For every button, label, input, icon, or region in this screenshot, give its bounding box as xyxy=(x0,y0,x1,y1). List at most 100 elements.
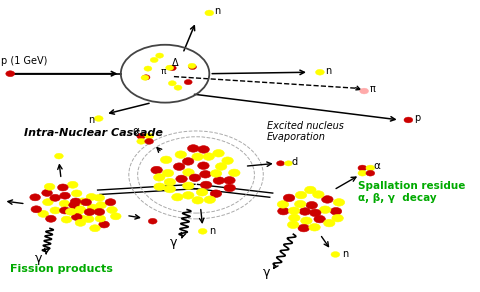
Circle shape xyxy=(314,215,325,223)
Circle shape xyxy=(295,200,306,208)
Circle shape xyxy=(288,214,300,222)
Circle shape xyxy=(81,199,92,206)
Circle shape xyxy=(200,171,211,178)
Text: n: n xyxy=(215,6,221,16)
Circle shape xyxy=(160,156,172,164)
Circle shape xyxy=(228,169,240,177)
Text: π: π xyxy=(370,84,376,95)
Circle shape xyxy=(141,75,149,80)
Circle shape xyxy=(176,175,187,183)
Circle shape xyxy=(173,163,185,171)
Circle shape xyxy=(203,153,215,160)
Circle shape xyxy=(213,150,224,157)
Circle shape xyxy=(31,206,42,213)
Circle shape xyxy=(224,184,236,192)
Circle shape xyxy=(77,198,88,205)
Circle shape xyxy=(95,215,106,222)
Circle shape xyxy=(331,252,340,257)
Circle shape xyxy=(224,177,235,184)
Circle shape xyxy=(288,207,300,215)
Circle shape xyxy=(288,221,299,229)
Text: n: n xyxy=(88,115,94,125)
Circle shape xyxy=(107,206,117,213)
Circle shape xyxy=(105,199,116,206)
Text: Intra-Nuclear Cascade: Intra-Nuclear Cascade xyxy=(24,128,162,138)
Circle shape xyxy=(94,208,105,215)
Circle shape xyxy=(60,192,70,199)
Circle shape xyxy=(142,75,150,80)
Circle shape xyxy=(43,199,53,206)
Text: n: n xyxy=(325,66,332,76)
Circle shape xyxy=(75,206,85,213)
Circle shape xyxy=(295,191,307,199)
Circle shape xyxy=(164,185,176,193)
Circle shape xyxy=(183,169,194,176)
Circle shape xyxy=(299,208,311,215)
Circle shape xyxy=(358,165,367,171)
Circle shape xyxy=(162,169,174,177)
Circle shape xyxy=(182,182,194,190)
Text: Δ: Δ xyxy=(172,58,179,68)
Circle shape xyxy=(283,194,295,202)
Circle shape xyxy=(198,228,207,234)
Circle shape xyxy=(298,224,310,232)
Circle shape xyxy=(276,161,285,166)
Circle shape xyxy=(216,163,227,170)
Circle shape xyxy=(72,213,82,220)
Circle shape xyxy=(150,57,158,62)
Circle shape xyxy=(137,133,145,139)
Circle shape xyxy=(96,202,107,209)
Circle shape xyxy=(366,170,375,176)
Circle shape xyxy=(205,10,214,16)
Text: α: α xyxy=(373,161,380,171)
Circle shape xyxy=(188,145,199,152)
Text: d: d xyxy=(291,157,297,167)
Circle shape xyxy=(58,184,68,191)
Circle shape xyxy=(196,189,208,196)
Circle shape xyxy=(65,208,76,215)
Circle shape xyxy=(60,207,70,214)
Circle shape xyxy=(164,178,176,186)
Text: n: n xyxy=(209,226,216,236)
Text: π: π xyxy=(161,67,166,76)
Circle shape xyxy=(50,194,60,201)
Circle shape xyxy=(210,190,222,197)
Circle shape xyxy=(166,65,174,70)
Circle shape xyxy=(137,138,145,144)
Circle shape xyxy=(87,204,98,211)
Circle shape xyxy=(38,210,48,217)
Text: Excited nucleus
Evaporation: Excited nucleus Evaporation xyxy=(267,121,344,142)
Circle shape xyxy=(204,196,216,204)
Circle shape xyxy=(182,158,194,165)
Circle shape xyxy=(315,69,324,75)
Circle shape xyxy=(46,215,56,222)
Circle shape xyxy=(54,153,63,159)
Circle shape xyxy=(404,117,413,123)
Circle shape xyxy=(154,174,165,181)
Circle shape xyxy=(69,202,79,208)
Circle shape xyxy=(73,208,84,215)
Circle shape xyxy=(192,153,204,161)
Circle shape xyxy=(192,197,204,204)
Circle shape xyxy=(145,133,154,139)
Circle shape xyxy=(285,161,292,166)
Circle shape xyxy=(168,81,176,86)
Circle shape xyxy=(44,183,55,190)
Circle shape xyxy=(309,223,320,231)
Circle shape xyxy=(184,79,192,85)
Circle shape xyxy=(358,170,367,176)
Circle shape xyxy=(198,162,209,169)
Circle shape xyxy=(144,66,152,71)
Circle shape xyxy=(222,157,233,164)
Circle shape xyxy=(210,170,222,177)
Circle shape xyxy=(310,209,321,217)
Circle shape xyxy=(6,71,15,77)
Circle shape xyxy=(154,183,165,190)
Circle shape xyxy=(94,194,105,201)
Circle shape xyxy=(188,63,196,68)
Circle shape xyxy=(189,174,201,182)
Circle shape xyxy=(156,53,164,58)
Circle shape xyxy=(306,201,318,209)
Circle shape xyxy=(99,221,109,228)
Circle shape xyxy=(50,207,60,214)
